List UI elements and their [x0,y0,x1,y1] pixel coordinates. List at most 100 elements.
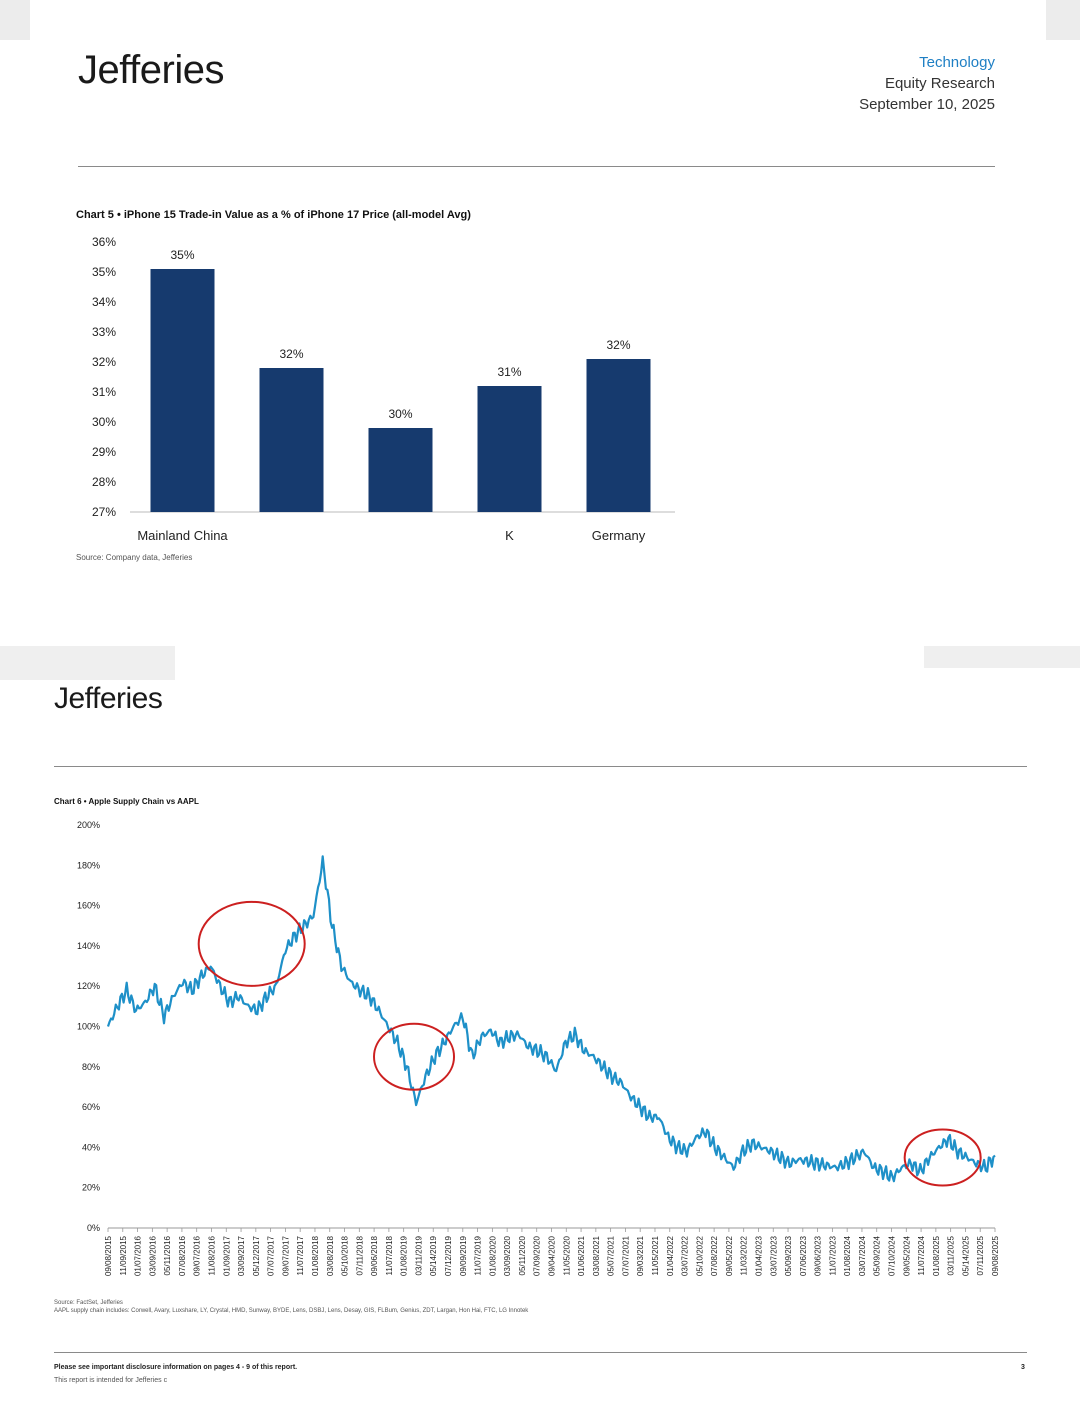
x-tick-label: 05/12/2017 [252,1235,261,1276]
x-tick-label: 09/04/2020 [548,1235,557,1276]
x-tick-label: 07/08/2016 [178,1235,187,1276]
bar-data-label: 32% [279,347,303,361]
x-tick-label: 05/10/2022 [695,1235,704,1276]
page2-footer-rule [54,1352,1027,1353]
x-tick-label: 03/09/2016 [148,1235,157,1276]
x-tick-label: 03/11/2025 [947,1235,956,1275]
x-tick-label: 05/09/2024 [873,1235,882,1276]
x-tick-label: 05/14/2019 [429,1235,438,1276]
x-tick-label: 07/07/2017 [267,1235,276,1276]
doc-type-label: Equity Research [884,75,995,92]
chart6-source-line2: AAPL supply chain includes: Corwell, Ava… [54,1308,529,1314]
y-tick-label: 27% [92,505,116,519]
x-category-label: K [505,528,514,543]
x-tick-label: 05/10/2018 [341,1235,350,1276]
x-tick-label: 09/05/2022 [725,1235,734,1276]
chart6-line-chart: 0% 20% 40% 60% 80% 100% 120% 140% 160% 180% 200% 09… [77,820,1000,1276]
x-tick-label: 01/09/2017 [222,1235,231,1276]
x-tick-label: 11/03/2022 [740,1235,749,1275]
x-tick-label: 09/08/2025 [991,1235,1000,1276]
page-break-shade-right [924,646,1080,668]
x-tick-label: 11/07/2019 [474,1235,483,1275]
x-tick-label: 03/08/2021 [592,1235,601,1276]
y-tick-label: 36% [92,235,116,249]
y-tick-label: 60% [82,1102,100,1112]
x-tick-label: 07/11/2018 [355,1235,364,1275]
series-line [106,855,996,1183]
y-tick-label: 29% [92,445,116,459]
page-break-shade-left [0,646,175,680]
page2-header-rule [54,766,1027,767]
x-tick-label: 05/11/2020 [518,1235,527,1275]
x-category-label: Mainland China [137,528,228,543]
chart5-title: Chart 5 • iPhone 15 Trade-in Value as a … [76,209,471,221]
x-tick-label: 03/09/2017 [237,1235,246,1276]
y-tick-label: 31% [92,385,116,399]
x-tick-label: 05/14/2025 [961,1235,970,1276]
sector-label: Technology [919,54,995,71]
x-tick-label: 03/08/2018 [326,1235,335,1276]
y-tick-label: 120% [77,981,100,991]
page1-header-rule [78,166,995,167]
x-tick-label: 09/05/2024 [902,1235,911,1276]
x-tick-label: 05/09/2023 [784,1235,793,1276]
x-tick-label: 03/07/2023 [769,1235,778,1276]
y-tick-label: 80% [82,1062,100,1072]
y-tick-label: 160% [77,901,100,911]
x-tick-label: 07/07/2021 [621,1235,630,1276]
bar-data-label: 30% [388,407,412,421]
x-tick-label: 09/09/2019 [459,1235,468,1276]
y-tick-label: 33% [92,325,116,339]
page2-logo: Jefferies [54,682,163,715]
x-tick-label: 07/11/2025 [976,1235,985,1275]
bar-data-label: 35% [170,248,194,262]
y-tick-label: 0% [87,1223,100,1233]
x-tick-label: 11/07/2023 [828,1235,837,1275]
x-tick-label: 07/12/2019 [444,1235,453,1276]
x-tick-label: 01/07/2016 [134,1235,143,1276]
chart6-source-line1: Source: FactSet, Jefferies [54,1300,123,1306]
y-tick-label: 20% [82,1183,100,1193]
y-tick-label: 28% [92,475,116,489]
page1-logo: Jefferies [78,48,224,92]
y-tick-label: 35% [92,265,116,279]
x-tick-label: 07/10/2024 [888,1235,897,1276]
bar [150,269,215,512]
x-tick-label: 11/07/2024 [917,1235,926,1275]
x-tick-label: 11/08/2016 [207,1235,216,1275]
y-tick-label: 200% [77,820,100,830]
annotation-circle [373,1022,456,1091]
x-tick-label: 01/08/2020 [488,1235,497,1276]
x-tick-label: 11/05/2021 [651,1235,660,1275]
y-tick-label: 180% [77,860,100,870]
report-date: September 10, 2025 [859,96,995,113]
x-tick-label: 11/07/2018 [385,1235,394,1275]
bar-data-label: 31% [497,365,521,379]
x-category-label: Germany [592,528,646,543]
x-tick-label: 07/06/2023 [799,1235,808,1276]
x-tick-label: 01/08/2025 [932,1235,941,1276]
x-tick-label: 01/08/2019 [400,1235,409,1276]
x-tick-label: 01/06/2021 [577,1235,586,1276]
page-corner-shade-left [0,0,30,40]
y-tick-label: 30% [92,415,116,429]
x-tick-label: 09/06/2023 [814,1235,823,1276]
y-tick-label: 32% [92,355,116,369]
y-tick-label: 34% [92,295,116,309]
annotation-circle [903,1128,982,1187]
x-tick-label: 07/08/2022 [710,1235,719,1276]
x-tick-label: 03/09/2020 [503,1235,512,1276]
x-tick-label: 09/07/2016 [193,1235,202,1276]
y-tick-label: 40% [82,1142,100,1152]
x-tick-label: 03/07/2022 [681,1235,690,1276]
x-tick-label: 05/11/2016 [163,1235,172,1275]
page-corner-shade-right [1046,0,1080,40]
x-tick-label: 07/09/2020 [533,1235,542,1276]
page1-header-info: Technology Equity Research September 10,… [859,52,995,115]
x-tick-label: 09/07/2017 [281,1235,290,1276]
y-tick-label: 140% [77,941,100,951]
x-tick-label: 11/09/2015 [119,1235,128,1275]
x-tick-label: 03/07/2024 [858,1235,867,1276]
x-tick-label: 09/06/2018 [370,1235,379,1276]
bar [477,386,542,512]
